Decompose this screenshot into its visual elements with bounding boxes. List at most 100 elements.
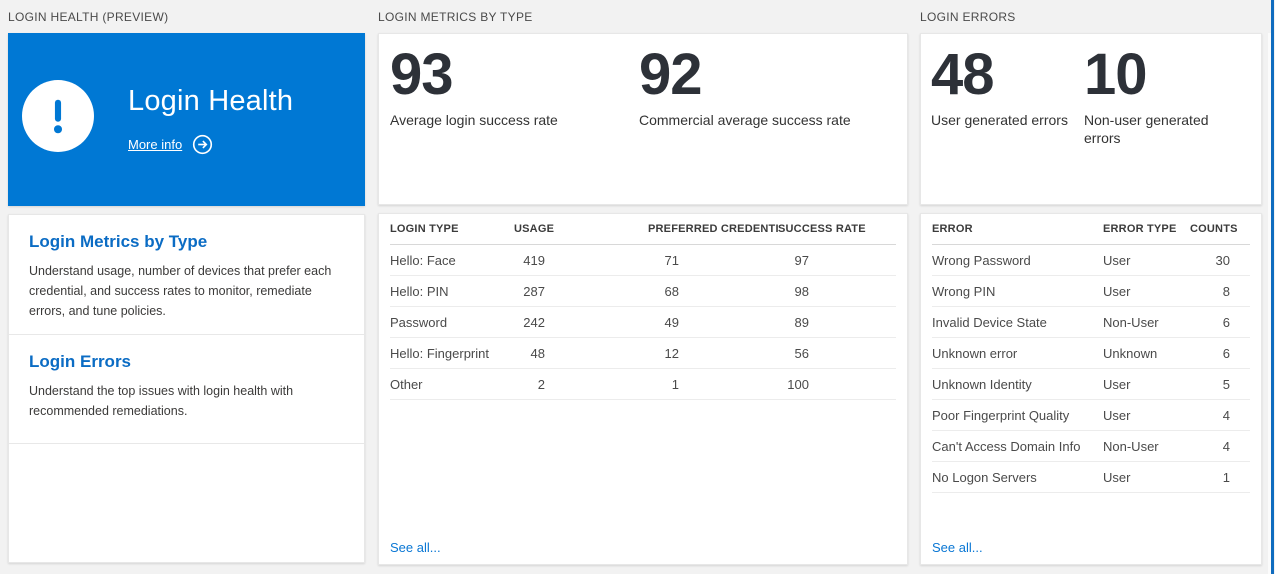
table-header-row: LOGIN TYPE USAGE PREFERRED CREDENTIALSUCCE…: [390, 214, 896, 245]
table-cell: User: [1103, 469, 1131, 485]
table-cell: User: [1103, 407, 1131, 423]
table-cell: 1: [1222, 469, 1230, 485]
table-cell: 68: [664, 283, 679, 299]
table-cell: Hello: Fingerprint: [390, 345, 489, 361]
stat-value: 48: [931, 42, 995, 107]
table-row: Hello: Face 419 71 97: [390, 245, 896, 276]
table-cell: 242: [523, 314, 545, 330]
stat-label: Commercial average success rate: [639, 112, 851, 128]
table-cell: Non-User: [1103, 438, 1159, 454]
section-header-login-metrics: LOGIN METRICS BY TYPE: [378, 10, 533, 24]
table-cell: 49: [664, 314, 679, 330]
section-header-login-errors: LOGIN ERRORS: [920, 10, 1016, 24]
table-cell: 5: [1222, 376, 1230, 392]
login-errors-table: ERROR ERROR TYPE COUNTS Wrong Password User 3…: [921, 214, 1261, 493]
table-cell: 4: [1222, 438, 1230, 454]
table-cell: User: [1103, 376, 1131, 392]
see-all-link-errors[interactable]: See all...: [932, 540, 983, 555]
table-cell: Password: [390, 314, 448, 330]
see-all-link-metrics[interactable]: See all...: [390, 540, 441, 555]
table-cell: Can't Access Domain Info: [932, 438, 1081, 454]
table-cell: Hello: Face: [390, 252, 456, 268]
table-cell: No Logon Servers: [932, 469, 1037, 485]
stat-user-generated-errors: 48 User generated errors: [931, 46, 1081, 129]
stat-value: 93: [390, 42, 454, 107]
table-cell: 12: [664, 345, 679, 361]
table-row: Unknown error Unknown 6: [932, 338, 1250, 369]
table-row: Can't Access Domain Info Non-User 4: [932, 431, 1250, 462]
table-row: Wrong Password User 30: [932, 245, 1250, 276]
table-cell: 6: [1222, 345, 1230, 361]
login-metrics-description: Understand usage, number of devices that…: [29, 264, 332, 318]
table-cell: 2: [537, 376, 545, 392]
section-header-login-health: LOGIN HEALTH (PREVIEW): [8, 10, 169, 24]
login-metrics-heading[interactable]: Login Metrics by Type: [29, 232, 208, 251]
login-metrics-stats-tile: 93 Average login success rate 92 Commerc…: [378, 33, 908, 205]
adjacent-tile-edge: [1268, 33, 1271, 574]
table-row: Hello: Fingerprint 48 12 56: [390, 338, 896, 369]
table-cell: User: [1103, 252, 1131, 268]
table-cell: 1: [671, 376, 679, 392]
table-cell: 8: [1222, 283, 1230, 299]
table-cell: 71: [664, 252, 679, 268]
table-row: Wrong PIN User 8: [932, 276, 1250, 307]
table-cell: 48: [530, 345, 545, 361]
table-row: Invalid Device State Non-User 6: [932, 307, 1250, 338]
login-errors-stats-tile: 48 User generated errors 10 Non-user gen…: [920, 33, 1262, 205]
table-cell: 4: [1222, 407, 1230, 423]
login-health-info-card: Login Metrics by Type Understand usage, …: [8, 214, 365, 563]
info-section-login-metrics: Login Metrics by Type Understand usage, …: [9, 215, 364, 335]
column-header: SUCCESS RATE: [778, 223, 866, 235]
table-cell: 419: [523, 252, 545, 268]
table-cell: Other: [390, 376, 423, 392]
stat-non-user-generated-errors: 10 Non-user generated errors: [1084, 46, 1219, 147]
table-cell: 98: [794, 283, 809, 299]
login-metrics-table-tile: LOGIN TYPE USAGE PREFERRED CREDENTIALSUCCE…: [378, 213, 908, 565]
stat-value: 10: [1084, 42, 1148, 107]
login-errors-heading[interactable]: Login Errors: [29, 352, 132, 371]
exclamation-icon: [22, 80, 94, 152]
login-errors-table-tile: ERROR ERROR TYPE COUNTS Wrong Password User 3…: [920, 213, 1262, 565]
table-cell: 287: [523, 283, 545, 299]
table-cell: 89: [794, 314, 809, 330]
table-cell: 56: [794, 345, 809, 361]
stat-label: User generated errors: [931, 112, 1068, 128]
table-row: Other 2 1 100: [390, 369, 896, 400]
stat-value: 92: [639, 42, 703, 107]
table-cell: 97: [794, 252, 809, 268]
table-cell: Unknown Identity: [932, 376, 1032, 392]
column-header: COUNTS: [1190, 223, 1238, 235]
stat-commercial-average-success: 92 Commercial average success rate: [639, 46, 889, 129]
table-header-row: ERROR ERROR TYPE COUNTS: [932, 214, 1250, 245]
stat-average-login-success: 93 Average login success rate: [390, 46, 630, 129]
table-row: Password 242 49 89: [390, 307, 896, 338]
login-metrics-table: LOGIN TYPE USAGE PREFERRED CREDENTIALSUCCE…: [379, 214, 907, 400]
table-cell: Non-User: [1103, 314, 1159, 330]
table-cell: Invalid Device State: [932, 314, 1047, 330]
stat-label: Average login success rate: [390, 112, 558, 128]
login-errors-description: Understand the top issues with login hea…: [29, 384, 294, 418]
table-cell: 6: [1222, 314, 1230, 330]
table-cell: User: [1103, 283, 1131, 299]
table-row: No Logon Servers User 1: [932, 462, 1250, 493]
table-cell: Wrong Password: [932, 252, 1031, 268]
table-cell: 100: [787, 376, 809, 392]
table-cell: Unknown error: [932, 345, 1018, 361]
stat-label: Non-user generated errors: [1084, 112, 1209, 147]
info-section-login-errors: Login Errors Understand the top issues w…: [9, 335, 364, 444]
table-cell: 30: [1215, 252, 1230, 268]
arrow-right-circle-icon[interactable]: [192, 134, 213, 155]
login-health-title: Login Health: [128, 85, 294, 117]
column-header: ERROR TYPE: [1103, 223, 1177, 235]
table-cell: Wrong PIN: [932, 283, 996, 299]
table-cell: Poor Fingerprint Quality: [932, 407, 1070, 423]
table-cell: Hello: PIN: [390, 283, 449, 299]
more-info-link[interactable]: More info: [128, 137, 183, 152]
login-health-tile[interactable]: Login Health More info: [8, 33, 365, 206]
table-row: Poor Fingerprint Quality User 4: [932, 400, 1250, 431]
table-cell: Unknown: [1103, 345, 1158, 361]
column-header: PREFERRED CREDENTIAL: [648, 223, 778, 235]
table-row: Unknown Identity User 5: [932, 369, 1250, 400]
column-header: LOGIN TYPE: [390, 223, 459, 235]
viewport-edge-line: [1271, 0, 1274, 574]
